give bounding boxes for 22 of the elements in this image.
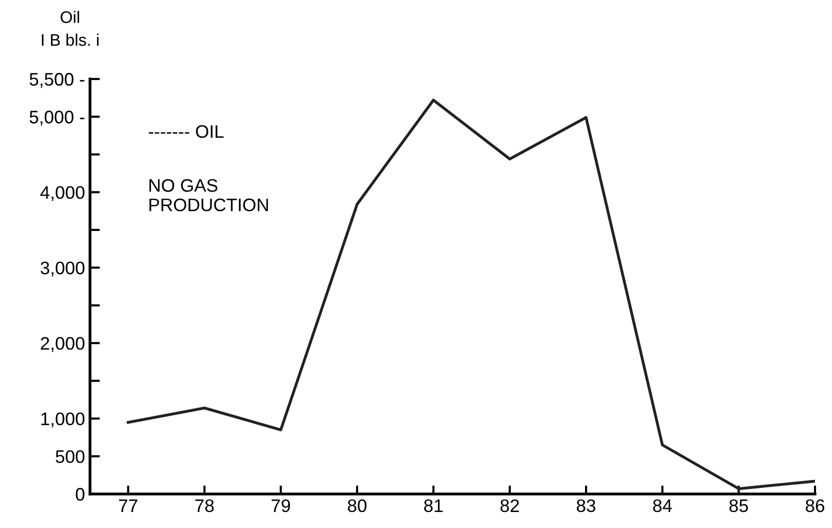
x-tick-label: 80: [348, 499, 366, 512]
y-tick-label: 0: [76, 488, 84, 501]
x-tick-label: 84: [653, 499, 672, 512]
x-tick-label: 81: [424, 499, 443, 512]
line-series: [126, 98, 815, 490]
x-tick-label: 85: [729, 499, 748, 512]
x-tick-label: 77: [119, 500, 138, 512]
y-tick-label: 1,000: [41, 412, 84, 428]
x-tick-label: 78: [195, 499, 214, 512]
y-tick-label: 2,000: [40, 337, 84, 352]
annotation: NO GAS PRODUCTION: [149, 179, 268, 212]
x-tick-label: 86: [806, 499, 824, 512]
annotation: ------- OIL: [148, 125, 224, 138]
x-tick-label: 83: [576, 499, 596, 512]
y-tick-label: 5,000 -: [30, 110, 84, 126]
x-tick-label: 79: [272, 499, 290, 512]
y-tick-label: 5,500 -: [30, 72, 84, 88]
y-tick-label: 3,000: [40, 262, 84, 276]
y-tick-label: 500: [56, 450, 84, 463]
y-tick-label: 4,000: [40, 186, 84, 202]
x-tick-label: 82: [500, 499, 519, 512]
y-axis-title: Oil I B bls. i: [42, 10, 99, 46]
